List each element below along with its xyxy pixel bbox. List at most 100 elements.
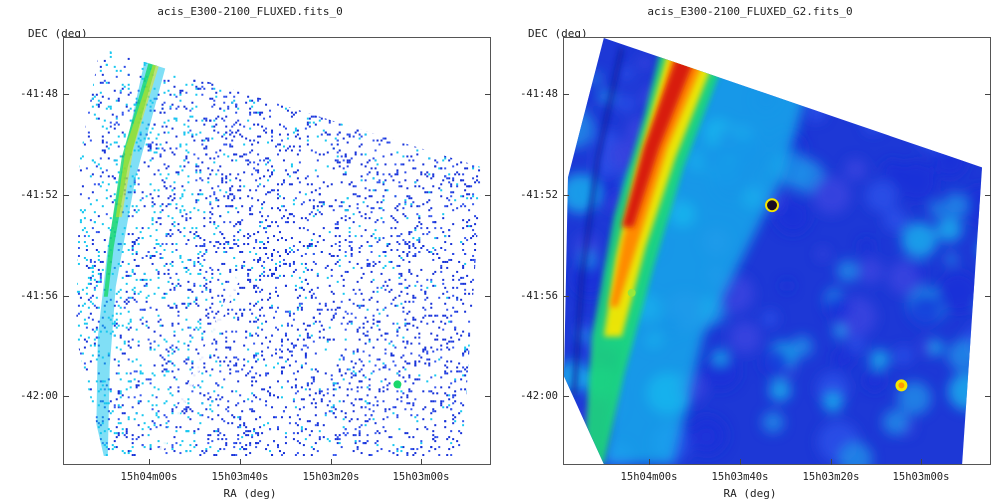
photon-speckle	[430, 69, 433, 72]
photon-speckle	[306, 382, 309, 385]
photon-speckle	[476, 217, 479, 220]
photon-speckle	[412, 245, 415, 248]
photon-speckle	[101, 95, 104, 98]
photon-speckle	[81, 370, 84, 373]
photon-speckle	[81, 89, 84, 92]
photon-speckle	[95, 280, 98, 283]
photon-speckle	[209, 203, 212, 206]
photon-speckle	[376, 358, 379, 361]
photon-speckle	[107, 227, 110, 230]
photon-speckle	[476, 294, 479, 297]
photon-speckle	[77, 446, 80, 449]
photon-speckle	[245, 336, 248, 339]
photon-speckle	[337, 462, 339, 464]
photon-speckle	[201, 372, 204, 375]
photon-speckle	[374, 432, 377, 435]
photon-speckle	[296, 440, 299, 443]
photon-speckle	[149, 306, 152, 309]
photon-speckle	[203, 344, 206, 347]
photon-speckle	[215, 61, 218, 64]
photon-speckle	[68, 128, 70, 130]
photon-speckle	[472, 203, 475, 206]
photon-speckle	[273, 235, 276, 238]
photon-speckle	[470, 394, 473, 397]
photon-speckle	[436, 237, 439, 240]
photon-speckle	[77, 117, 80, 120]
photon-speckle	[362, 326, 365, 329]
photon-speckle	[322, 203, 325, 206]
photon-speckle	[259, 256, 262, 259]
photon-speckle	[296, 133, 299, 136]
photon-speckle	[450, 336, 453, 339]
left-image-frame[interactable]	[63, 37, 491, 465]
photon-speckle	[199, 318, 202, 321]
photon-speckle	[81, 113, 84, 116]
photon-speckle	[348, 87, 351, 90]
photon-speckle	[396, 398, 399, 401]
photon-speckle	[408, 390, 411, 393]
photon-speckle	[350, 418, 353, 421]
photon-speckle	[201, 264, 204, 267]
photon-speckle	[296, 129, 299, 132]
photon-speckle	[336, 53, 339, 56]
photon-speckle	[418, 239, 421, 242]
photon-speckle	[87, 235, 90, 238]
photon-speckle	[356, 129, 359, 132]
photon-speckle	[406, 342, 409, 345]
photon-speckle	[225, 241, 228, 244]
photon-speckle	[167, 350, 170, 353]
photon-speckle	[412, 454, 415, 457]
photon-speckle	[432, 456, 434, 458]
photon-speckle	[213, 191, 216, 194]
photon-speckle	[352, 366, 355, 369]
photon-speckle	[269, 394, 272, 397]
photon-speckle	[482, 142, 484, 144]
photon-speckle	[458, 412, 461, 415]
photon-speckle	[103, 59, 106, 62]
photon-speckle	[253, 356, 256, 359]
photon-speckle	[286, 252, 289, 255]
photon-speckle	[370, 235, 373, 238]
photon-speckle	[392, 89, 395, 92]
photon-speckle	[312, 340, 315, 343]
photon-speckle	[121, 131, 124, 134]
photon-speckle	[217, 131, 220, 134]
photon-speckle	[296, 452, 299, 455]
photon-speckle	[406, 187, 409, 190]
photon-speckle	[294, 392, 297, 395]
photon-speckle	[362, 364, 365, 367]
photon-speckle	[354, 374, 357, 377]
photon-speckle	[404, 215, 407, 218]
photon-speckle	[394, 46, 396, 48]
photon-speckle	[269, 306, 272, 309]
photon-speckle	[468, 292, 471, 295]
photon-speckle	[127, 233, 130, 236]
photon-speckle	[333, 458, 335, 460]
photon-speckle	[121, 113, 124, 116]
photon-speckle	[310, 294, 313, 297]
photon-speckle	[408, 125, 411, 128]
photon-speckle	[360, 215, 363, 218]
photon-speckle	[302, 398, 305, 401]
photon-speckle	[117, 418, 120, 421]
photon-speckle	[125, 430, 128, 433]
photon-speckle	[290, 149, 293, 152]
photon-speckle	[153, 109, 156, 112]
photon-speckle	[133, 370, 136, 373]
photon-speckle	[390, 436, 393, 439]
photon-speckle	[410, 414, 413, 417]
photon-speckle	[83, 394, 86, 397]
photon-speckle	[330, 75, 333, 78]
photon-speckle	[358, 358, 361, 361]
photon-speckle	[398, 95, 401, 98]
photon-speckle	[360, 57, 363, 60]
photon-speckle	[149, 444, 152, 447]
photon-speckle	[450, 195, 453, 198]
photon-speckle	[95, 117, 98, 120]
photon-speckle	[275, 286, 277, 289]
photon-speckle	[474, 332, 477, 335]
photon-speckle	[316, 81, 319, 84]
photon-speckle	[342, 278, 345, 281]
photon-speckle	[320, 390, 323, 393]
photon-speckle	[482, 309, 484, 311]
